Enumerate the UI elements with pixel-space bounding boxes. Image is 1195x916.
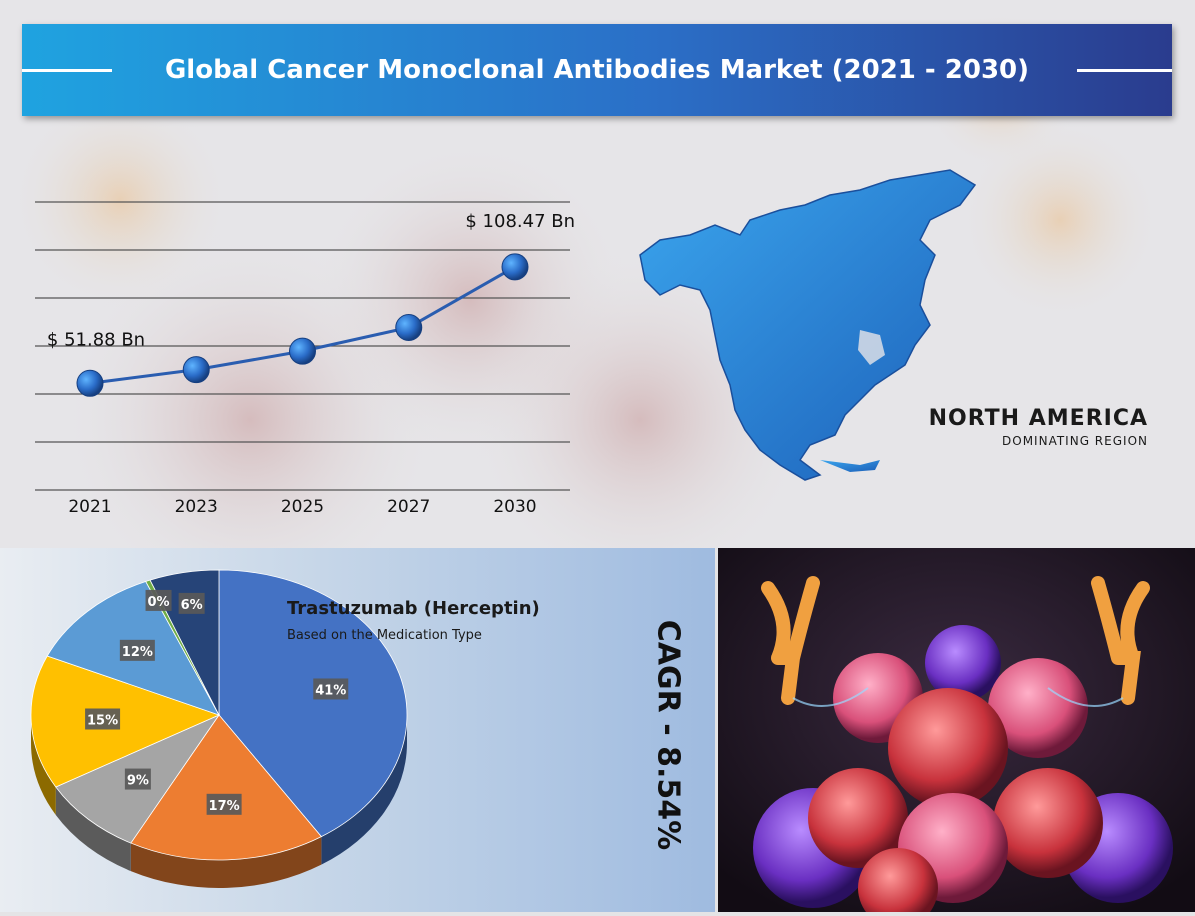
pie-slice-side <box>130 836 322 888</box>
pie-data-label: 17% <box>206 793 242 815</box>
cagr-label: CAGR - 8.54% <box>650 619 686 851</box>
pie-label-text: 6% <box>181 598 203 613</box>
pie-data-label: 9% <box>124 768 151 790</box>
data-point <box>501 253 529 281</box>
data-label: $ 51.88 Bn <box>47 329 145 350</box>
x-tick-label: 2030 <box>493 497 536 517</box>
pie-chart: 41% 17% 9% 15% 12% 0% 6% <box>30 569 408 888</box>
pie-data-label: 15% <box>85 708 121 730</box>
pie-label-box <box>119 639 155 661</box>
data-label: $ 108.47 Bn <box>465 211 575 232</box>
pie-chart-subtitle: Based on the Medication Type <box>287 628 482 643</box>
line-chart: 2021 2023 2025 2027 2030 $ 51.88 Bn $ 108.47 … <box>35 201 575 517</box>
pie-label-text: 0% <box>148 595 170 610</box>
x-tick-label: 2025 <box>281 497 324 517</box>
pie-label-box <box>145 589 172 611</box>
pie-data-label: 6% <box>178 592 205 614</box>
pie-slice-side <box>31 715 56 815</box>
pie-data-label: 41% <box>313 678 349 700</box>
pie-slice <box>218 569 408 838</box>
region-subtitle: DOMINATING REGION <box>1002 434 1148 448</box>
data-point <box>76 369 104 397</box>
series-line <box>89 265 516 385</box>
region-name: NORTH AMERICA <box>928 406 1148 431</box>
title-rule-right <box>1077 69 1172 72</box>
pie-label-text: 17% <box>209 799 240 814</box>
pie-label-box <box>85 708 121 730</box>
x-tick-label: 2021 <box>68 497 111 517</box>
pie-slice <box>130 714 322 861</box>
cancer-cell-antibody-illustration <box>718 548 1195 916</box>
data-point <box>289 337 316 365</box>
pie-slice-side <box>321 715 407 865</box>
pie-label-text: 12% <box>122 645 153 660</box>
pie-label-box <box>206 793 242 815</box>
title-banner: Global Cancer Monoclonal Antibodies Mark… <box>22 24 1172 116</box>
pie-label-text: 41% <box>315 683 346 698</box>
pie-label-box <box>178 592 205 614</box>
pie-label-box <box>313 678 349 700</box>
line-chart-gridlines <box>35 201 570 491</box>
title-rule-left <box>22 69 112 72</box>
north-america-map <box>639 169 977 481</box>
pie-slice <box>30 655 221 788</box>
pie-data-label: 12% <box>119 639 155 661</box>
data-point <box>395 313 423 341</box>
pie-data-label: 0% <box>145 589 172 611</box>
pie-label-box <box>124 768 151 790</box>
data-point <box>182 356 210 384</box>
x-tick-label: 2023 <box>175 497 218 517</box>
x-tick-label: 2027 <box>387 497 430 517</box>
pie-label-text: 9% <box>127 774 149 789</box>
pie-chart-title: Trastuzumab (Herceptin) <box>287 598 540 619</box>
page-title: Global Cancer Monoclonal Antibodies Mark… <box>164 55 1030 85</box>
pie-label-text: 15% <box>87 713 118 728</box>
